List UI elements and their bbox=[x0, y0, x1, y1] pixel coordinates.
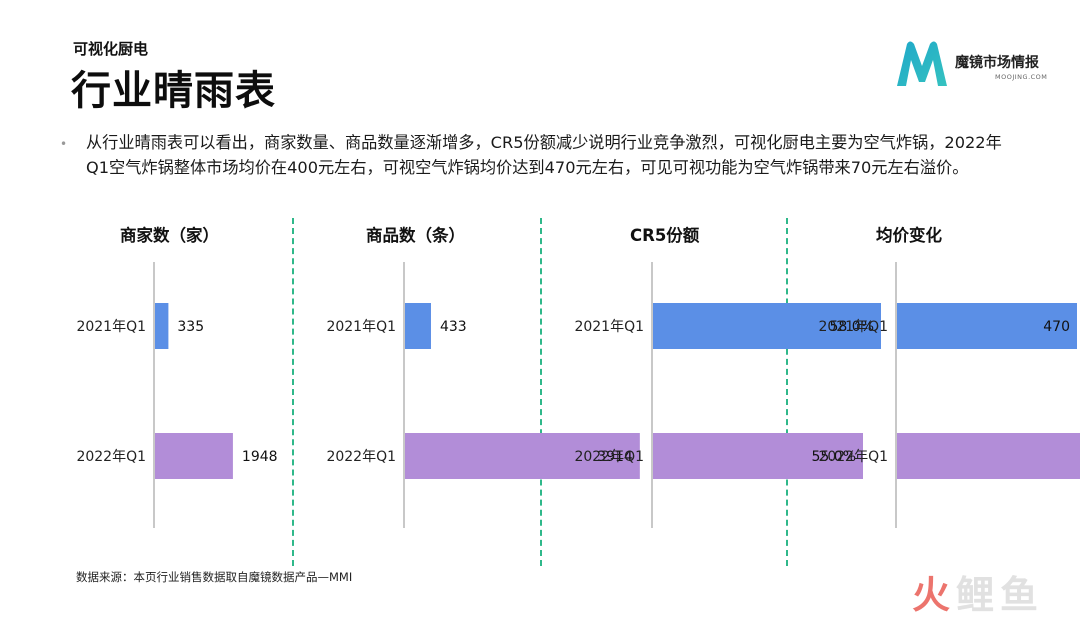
chart-category-label: 2022年Q1 bbox=[326, 449, 396, 465]
chart-title: CR5份额 bbox=[630, 226, 700, 245]
chart-panel-cr5: CR5份额 2021年Q1 58.0% 2022年Q1 55.0% bbox=[558, 216, 881, 536]
chart-data-label: 55.0% bbox=[812, 449, 856, 465]
watermark-fire: 火 bbox=[912, 573, 957, 617]
chart-bar-2021年Q1 bbox=[653, 303, 881, 349]
chart-bar-2022年Q1 bbox=[897, 433, 1080, 479]
chart-panel-avg-price: 均价变化 2021年Q14702022年Q1477 bbox=[802, 216, 1080, 536]
chart-bar-2022年Q1 bbox=[405, 433, 640, 479]
bullet-dot-icon: • bbox=[60, 137, 68, 151]
chart-panel-products: 商品数（条） 2021年Q1 433 2022年Q1 3914 bbox=[310, 216, 640, 536]
chart-bar-2021年Q1 bbox=[155, 303, 169, 349]
chart-bar-2022年Q1 bbox=[653, 433, 863, 479]
chart-bar-2022年Q1 bbox=[155, 433, 233, 479]
chart-category-label: 2022年Q1 bbox=[818, 449, 888, 465]
chart-panel-merchants: 商家数（家） 2021年Q1 335 2022年Q1 1948 bbox=[60, 216, 300, 536]
watermark-rest: 鲤鱼 bbox=[956, 573, 1045, 617]
chart-title: 商家数（家） bbox=[120, 226, 219, 245]
description-text: 从行业晴雨表可以看出，商家数量、商品数量逐渐增多，CR5份额减少说明行业竞争激烈… bbox=[86, 133, 1002, 177]
moojing-logo: 魔镜市场情报 MOOJING.COM bbox=[893, 40, 1063, 92]
panel-divider bbox=[540, 218, 542, 566]
chart-category-label: 2021年Q1 bbox=[326, 319, 396, 335]
data-source-note: 数据来源：本页行业销售数据取自魔镜数据产品—MMI bbox=[76, 570, 353, 584]
chart-svg: 2021年Q1 58.0% 2022年Q1 55.0% bbox=[574, 262, 881, 528]
chart-data-label: 433 bbox=[440, 319, 467, 335]
chart-category-label: 2021年Q1 bbox=[818, 319, 888, 335]
chart-category-label: 2021年Q1 bbox=[574, 319, 644, 335]
chart-svg: 2021年Q1 335 2022年Q1 1948 bbox=[76, 262, 278, 528]
chart-svg: 2021年Q14702022年Q1477 bbox=[818, 262, 1080, 528]
chart-bar-2021年Q1 bbox=[897, 303, 1077, 349]
page-title: 行业晴雨表 bbox=[71, 68, 276, 114]
chart-data-label: 58.0% bbox=[830, 319, 874, 335]
chart-data-label: 335 bbox=[177, 319, 204, 335]
chart-title: 商品数（条） bbox=[366, 226, 465, 245]
chart-category-label: 2022年Q1 bbox=[574, 449, 644, 465]
panel-divider bbox=[292, 218, 294, 566]
watermark: 火鲤鱼 bbox=[912, 564, 1044, 619]
logo-name: 魔镜市场情报 bbox=[955, 55, 1039, 71]
chart-category-label: 2021年Q1 bbox=[76, 319, 146, 335]
chart-bar-2021年Q1 bbox=[405, 303, 431, 349]
page-subtitle: 可视化厨电 bbox=[73, 40, 149, 58]
panel-divider bbox=[786, 218, 788, 566]
chart-data-label: 470 bbox=[1043, 319, 1070, 335]
moojing-m-logo-icon bbox=[897, 41, 947, 86]
chart-data-label: 3914 bbox=[597, 449, 633, 465]
chart-title: 均价变化 bbox=[876, 226, 942, 245]
chart-data-label: 1948 bbox=[242, 449, 278, 465]
chart-svg: 2021年Q1 433 2022年Q1 3914 bbox=[326, 262, 640, 528]
chart-category-label: 2022年Q1 bbox=[76, 449, 146, 465]
logo-url: MOOJING.COM bbox=[995, 73, 1048, 81]
